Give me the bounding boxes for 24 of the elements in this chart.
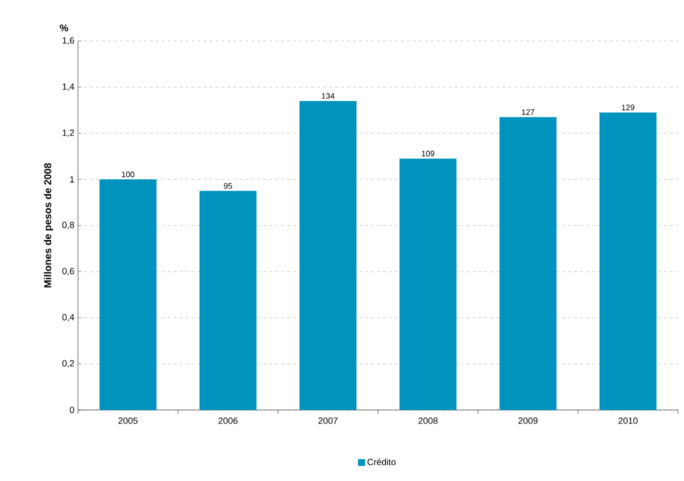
x-tick-label: 2010 <box>618 418 638 424</box>
y-tick-label: 0 <box>70 406 74 414</box>
y-tick-label: 0,2 <box>62 360 74 368</box>
bar <box>400 158 456 410</box>
y-tick-label: 0,4 <box>62 314 74 322</box>
bar <box>600 112 657 410</box>
bar <box>100 179 156 410</box>
x-tick-label: 2006 <box>218 418 238 424</box>
x-tick-label: 2009 <box>518 418 538 424</box>
y-tick-label: 1,4 <box>62 83 74 91</box>
y-tick-label: 0,6 <box>62 268 74 276</box>
x-tick-label: 2005 <box>118 418 138 424</box>
y-tick-label: 1,6 <box>62 37 74 45</box>
bar <box>500 117 556 410</box>
x-tick-label: 2008 <box>418 418 438 424</box>
y-tick-label: 1 <box>70 176 74 182</box>
y-axis-title: Millones de pesos de 2008 <box>44 163 54 288</box>
y-tick-label: 0,8 <box>62 222 74 230</box>
x-tick-label: 2007 <box>318 418 338 424</box>
text: % <box>60 24 68 32</box>
bar <box>200 190 256 410</box>
bar <box>300 100 356 410</box>
legend-label: Crédito <box>368 458 396 466</box>
y-tick-label: 1,2 <box>62 130 74 137</box>
